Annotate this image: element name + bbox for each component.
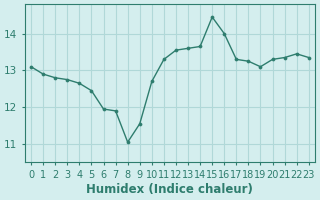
X-axis label: Humidex (Indice chaleur): Humidex (Indice chaleur)	[86, 183, 253, 196]
